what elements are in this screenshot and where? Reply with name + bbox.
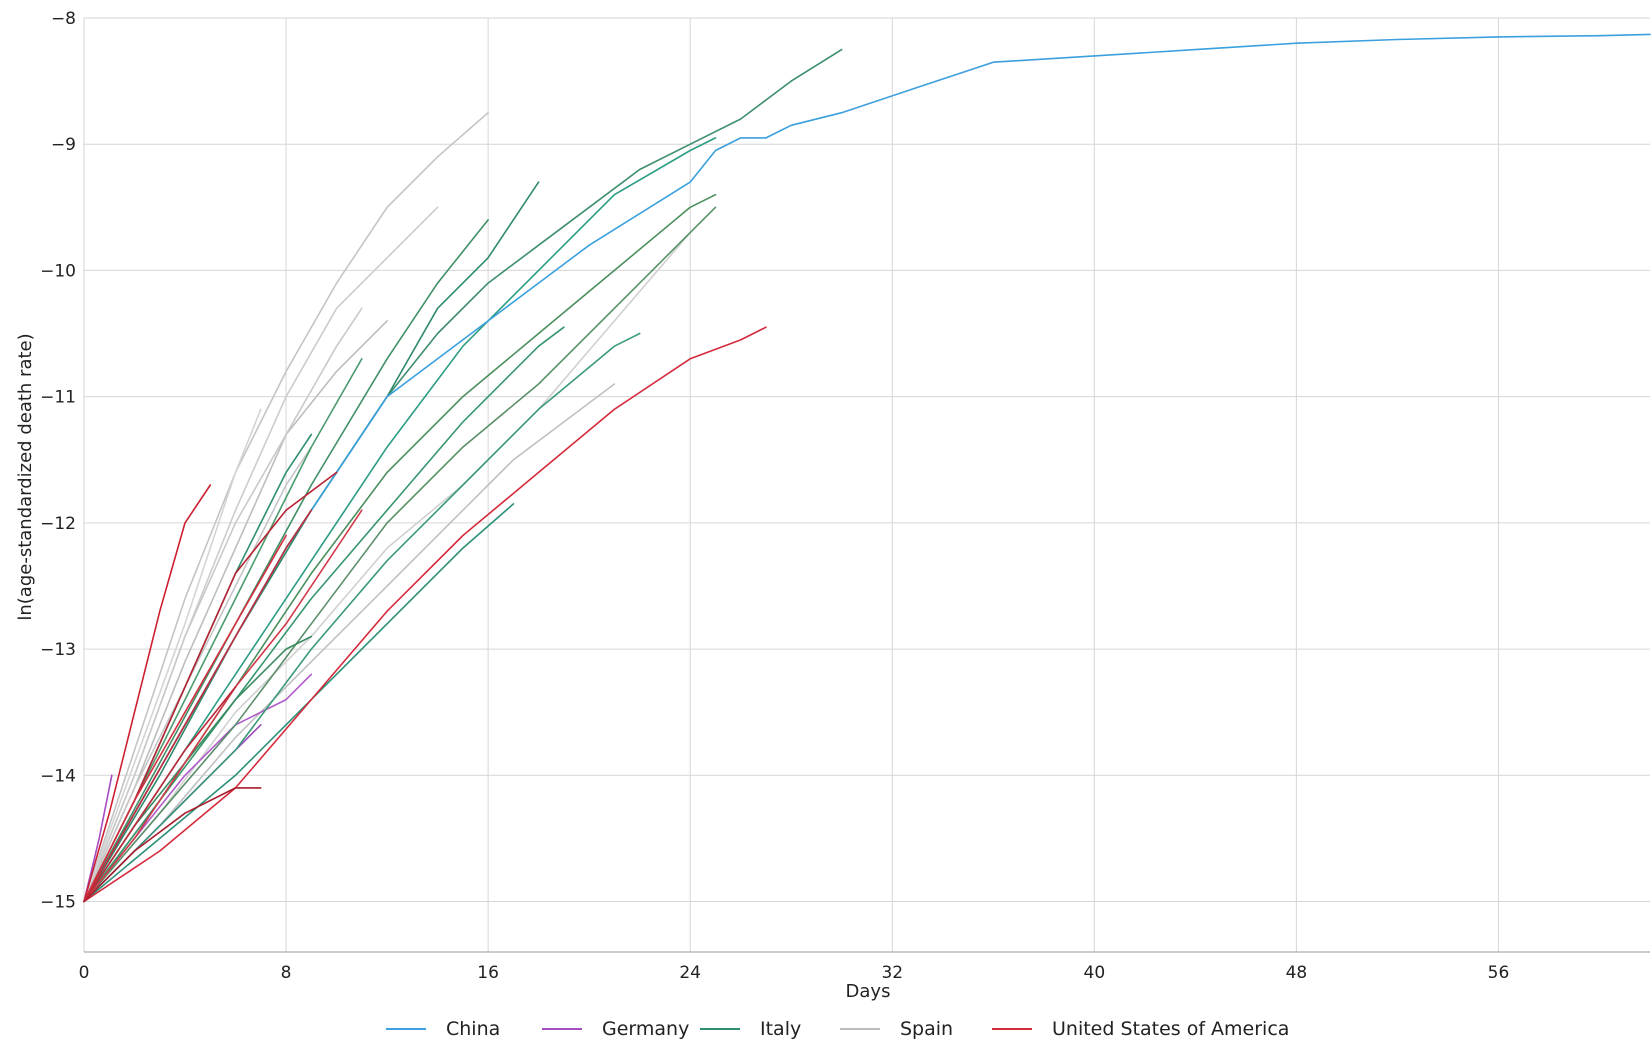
x-tick-label: 24 xyxy=(679,963,701,983)
y-axis-title: ln(age-standardized death rate) xyxy=(15,333,36,620)
series-line-italy xyxy=(83,326,565,903)
x-tick-label: 48 xyxy=(1286,963,1308,983)
legend-label-united-states-of-america: United States of America xyxy=(1052,1018,1289,1040)
y-tick-label: −15 xyxy=(40,893,76,913)
grid xyxy=(83,17,1650,953)
series-line-germany xyxy=(83,774,113,903)
series-line-spain xyxy=(83,383,616,903)
legend-label-italy: Italy xyxy=(760,1018,801,1040)
series-line-spain xyxy=(83,408,262,903)
series-line-spain xyxy=(83,111,489,903)
x-tick-label: 16 xyxy=(477,963,499,983)
y-tick-label: −11 xyxy=(40,388,76,408)
series-line-spain xyxy=(83,320,388,903)
series-line-italy xyxy=(83,357,363,903)
series-line-spain xyxy=(83,307,363,903)
x-tick-label: 8 xyxy=(281,963,292,983)
series-line-united-states-of-america xyxy=(83,326,767,903)
x-tick-label: 32 xyxy=(881,963,903,983)
series-line-spain xyxy=(83,231,692,903)
y-tick-label: −12 xyxy=(40,514,76,534)
x-tick-label: 0 xyxy=(79,963,90,983)
y-tick-label: −9 xyxy=(51,135,76,155)
x-tick-label: 56 xyxy=(1488,963,1510,983)
series-line-united-states-of-america xyxy=(83,509,313,903)
series-line-italy xyxy=(83,219,489,903)
series-line-italy xyxy=(83,48,843,903)
legend-label-germany: Germany xyxy=(602,1018,689,1040)
legend: China Germany Italy Spain United States of A… xyxy=(386,1018,1289,1040)
series-line-italy xyxy=(83,137,717,903)
y-tick-label: −8 xyxy=(51,9,76,29)
legend-label-spain: Spain xyxy=(900,1018,953,1040)
series-line-china xyxy=(83,33,1651,903)
legend-label-china: China xyxy=(446,1018,500,1040)
y-ticks: −15 −14 −13 −12 −11 −10 −9 −8 xyxy=(40,9,76,913)
series-layer xyxy=(83,33,1651,903)
series-line-united-states-of-america xyxy=(83,534,287,903)
series-line-united-states-of-america xyxy=(83,509,363,903)
y-tick-label: −14 xyxy=(40,766,76,786)
series-line-italy xyxy=(83,206,717,903)
series-line-italy xyxy=(83,332,641,903)
series-line-united-states-of-america xyxy=(83,484,212,903)
x-tick-label: 40 xyxy=(1084,963,1106,983)
x-ticks: 0 8 16 24 32 40 48 56 xyxy=(79,963,1510,983)
series-line-united-states-of-america xyxy=(83,686,237,903)
y-tick-label: −10 xyxy=(40,261,76,281)
series-line-united-states-of-america xyxy=(83,787,262,903)
series-line-italy xyxy=(83,503,515,903)
series-line-spain xyxy=(83,446,313,903)
y-tick-label: −13 xyxy=(40,640,76,660)
x-axis-title: Days xyxy=(846,981,891,1002)
